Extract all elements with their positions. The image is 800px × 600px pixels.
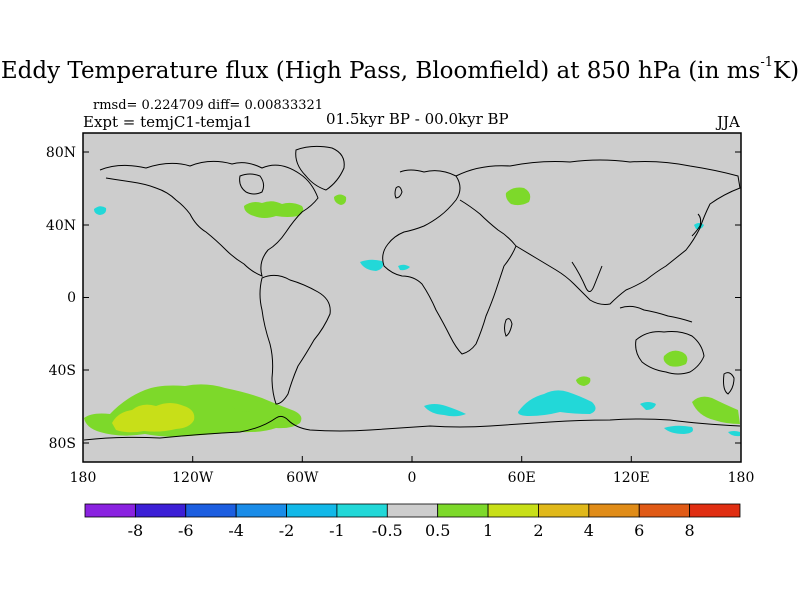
colorbar-label: 4	[584, 521, 594, 540]
lon-tick-label: 60E	[508, 470, 536, 486]
lon-tick-label: 60W	[286, 470, 319, 486]
india-coast	[571, 261, 603, 292]
hudson-bay-coast	[239, 173, 265, 195]
colorbar-label: -8	[128, 521, 144, 540]
stats-text: rmsd= 0.224709 diff= 0.00833321	[93, 98, 324, 113]
south-indian-negative-small	[640, 402, 656, 410]
colorbar-box	[235, 503, 287, 518]
lat-tick-label: 40N	[46, 218, 76, 234]
madagascar-coast	[504, 318, 513, 337]
colorbar-label: 0.5	[425, 521, 450, 540]
experiment-label: Expt = temjC1-temja1	[83, 113, 253, 131]
antarctic-negative-small	[728, 431, 740, 437]
lon-tick-label: 0	[408, 470, 417, 486]
colorbar-box	[336, 503, 388, 518]
colorbar-label: -1	[329, 521, 345, 540]
lat-tick-label: 80N	[46, 145, 76, 161]
lon-tick-label: 180	[70, 470, 97, 486]
japan-coast	[691, 213, 702, 237]
colorbar	[84, 503, 741, 518]
drake-passage-positive	[270, 413, 291, 428]
uk-coast	[394, 186, 403, 199]
longitude-labels: 180 120W 60W 0 60E 120E 180	[70, 470, 755, 486]
lat-tick-label: 80S	[49, 436, 76, 452]
colorbar-labels: -8 -6 -4 -2 -1 -0.5 0.5 1 2 4 6 8	[128, 521, 695, 540]
southern-pacific-east-positive	[230, 395, 259, 412]
colorbar-box	[185, 503, 237, 518]
lon-tick-label: 180	[728, 470, 755, 486]
lon-tick-label: 120E	[613, 470, 650, 486]
colorbar-box	[437, 503, 489, 518]
lon-tick-label: 120W	[172, 470, 214, 486]
latitude-labels: 80N 40N 0 40S 80S	[46, 145, 76, 452]
colorbar-box	[638, 503, 691, 518]
antarctica-coast	[83, 415, 741, 441]
colorbar-box	[84, 503, 136, 518]
south-america-coast	[259, 274, 331, 405]
south-indian-positive	[576, 376, 591, 386]
asia-coast	[455, 159, 741, 305]
colorbar-label: -4	[228, 521, 244, 540]
period-label: 01.5kyr BP - 00.0kyr BP	[326, 110, 509, 128]
indonesia-coast	[619, 305, 693, 323]
colorbar-label: -6	[178, 521, 194, 540]
colorbar-box	[689, 503, 741, 518]
indian-ocean-negative-region	[518, 390, 596, 416]
colorbar-box	[588, 503, 640, 518]
south-pacific-east-positive	[692, 396, 740, 424]
siberia-positive-region	[505, 187, 531, 206]
north-america-coast	[99, 160, 319, 277]
colorbar-box	[538, 503, 590, 518]
lat-tick-label: 0	[67, 290, 76, 306]
europe-africa-coast	[382, 169, 517, 355]
lat-tick-label: 40S	[49, 363, 76, 379]
north-pacific-negative	[94, 206, 107, 215]
australia-positive-region	[663, 350, 688, 367]
new-zealand-coast	[723, 372, 735, 395]
southern-pacific-strong-positive-region	[112, 403, 195, 433]
coastlines	[83, 145, 741, 441]
axis-ticks	[82, 151, 742, 462]
antarctic-pacific-negative	[664, 425, 693, 434]
colorbar-label: -2	[279, 521, 295, 540]
colorbar-box	[286, 503, 338, 518]
north-atlantic-positive	[334, 194, 347, 205]
season-label: JJA	[717, 113, 740, 131]
west-africa-negative	[360, 259, 384, 271]
south-atlantic-negative	[424, 404, 466, 417]
colorbar-label: -0.5	[372, 521, 403, 540]
colorbar-label: 2	[533, 521, 543, 540]
australia-coast	[635, 331, 705, 375]
colorbar-box	[134, 503, 187, 518]
colorbar-box	[487, 503, 539, 518]
colorbar-box	[386, 503, 439, 518]
chart-title: Eddy Temperature flux (High Pass, Bloomf…	[0, 55, 800, 84]
north-america-positive-region	[244, 201, 304, 218]
west-africa-negative-small	[398, 264, 410, 271]
anomaly-fills	[84, 187, 740, 437]
greenland-coast	[295, 145, 345, 191]
colorbar-label: 1	[483, 521, 493, 540]
colorbar-label: 6	[634, 521, 644, 540]
colorbar-label: 8	[685, 521, 695, 540]
